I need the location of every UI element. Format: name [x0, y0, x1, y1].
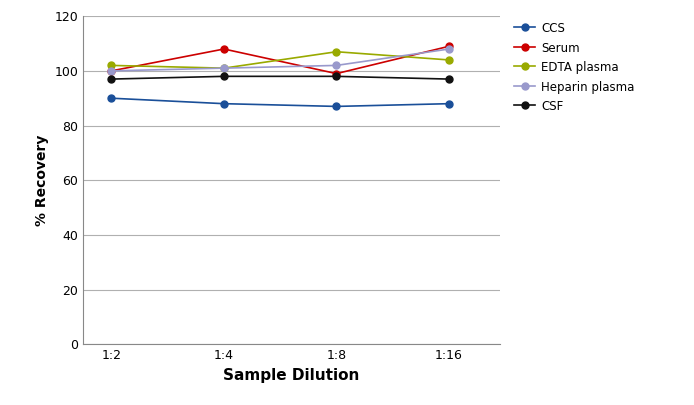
CCS	[108, 96, 116, 100]
EDTA plasma	[108, 63, 116, 68]
CSF	[332, 74, 341, 79]
Line: Heparin plasma: Heparin plasma	[108, 45, 452, 75]
EDTA plasma	[220, 66, 228, 70]
Line: CSF: CSF	[108, 73, 452, 83]
Serum	[445, 44, 453, 49]
Line: CCS: CCS	[108, 95, 452, 110]
EDTA plasma	[445, 58, 453, 62]
Serum	[108, 68, 116, 73]
X-axis label: Sample Dilution: Sample Dilution	[223, 368, 359, 383]
CCS	[445, 101, 453, 106]
Legend: CCS, Serum, EDTA plasma, Heparin plasma, CSF: CCS, Serum, EDTA plasma, Heparin plasma,…	[514, 22, 634, 113]
CSF	[445, 77, 453, 81]
CSF	[108, 77, 116, 81]
CCS	[220, 101, 228, 106]
CCS	[332, 104, 341, 109]
Heparin plasma	[108, 68, 116, 73]
Y-axis label: % Recovery: % Recovery	[35, 134, 49, 226]
Serum	[332, 71, 341, 76]
Heparin plasma	[220, 66, 228, 70]
Serum	[220, 47, 228, 51]
Line: EDTA plasma: EDTA plasma	[108, 48, 452, 72]
Heparin plasma	[332, 63, 341, 68]
Heparin plasma	[445, 47, 453, 51]
EDTA plasma	[332, 49, 341, 54]
Line: Serum: Serum	[108, 43, 452, 77]
CSF	[220, 74, 228, 79]
